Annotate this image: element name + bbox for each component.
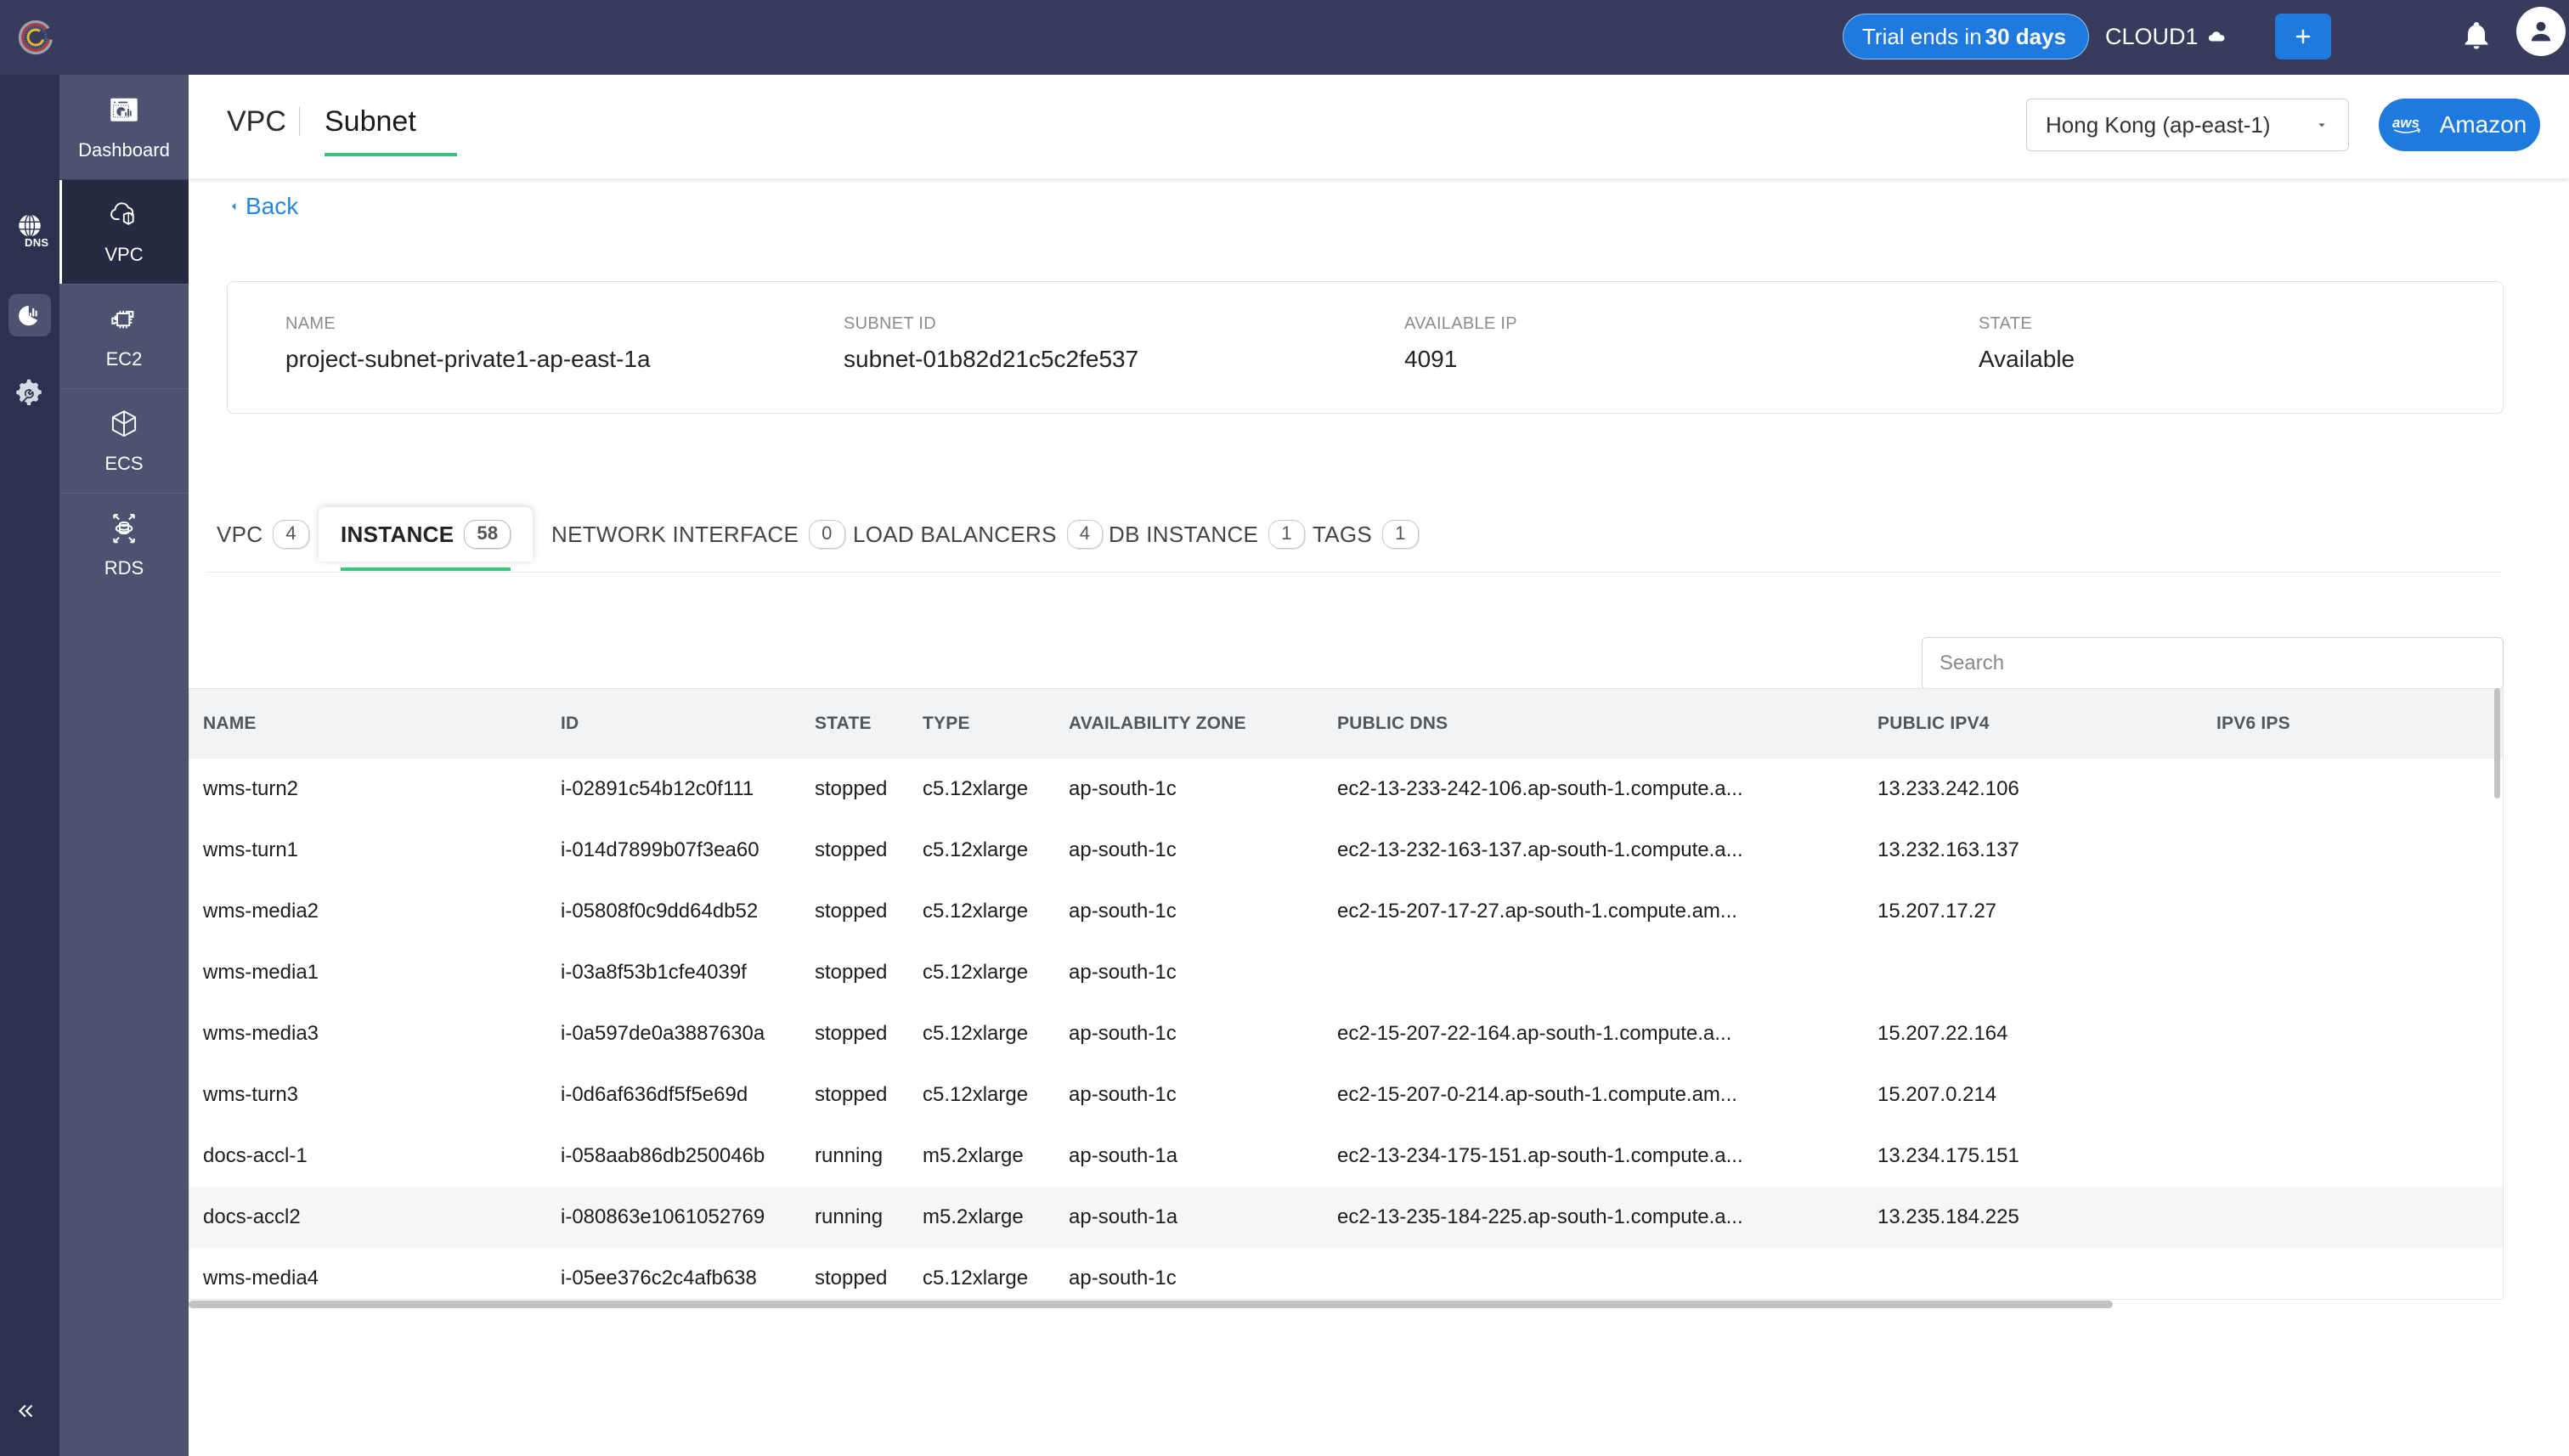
svg-text:aws: aws [2392, 115, 2419, 131]
